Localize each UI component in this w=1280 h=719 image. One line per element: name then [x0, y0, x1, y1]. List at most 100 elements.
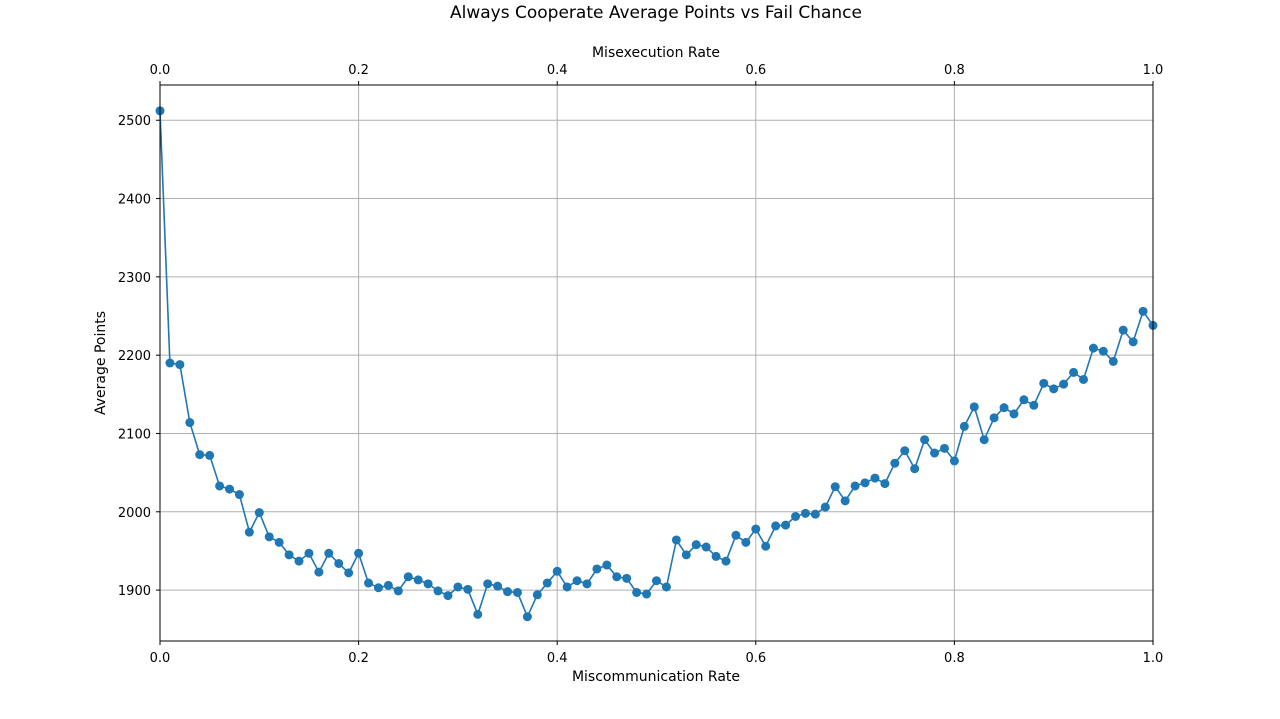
- data-point: [215, 481, 225, 491]
- data-point: [900, 446, 910, 456]
- y-tick-label: 2500: [118, 114, 151, 129]
- x-tick-label: 1.0: [1143, 651, 1164, 666]
- chart-title: Always Cooperate Average Points vs Fail …: [450, 3, 862, 23]
- data-point: [205, 450, 215, 460]
- data-point: [840, 496, 850, 506]
- y-tick-label: 2400: [118, 193, 151, 208]
- data-point: [1098, 346, 1108, 356]
- data-point: [314, 567, 324, 577]
- data-point: [681, 550, 691, 560]
- data-point: [612, 572, 622, 582]
- data-point: [741, 537, 751, 547]
- data-point: [373, 583, 383, 593]
- x-tick-label: 0.6: [745, 651, 766, 666]
- data-point: [274, 537, 284, 547]
- data-point: [284, 550, 294, 560]
- data-point: [920, 435, 930, 445]
- data-point: [532, 590, 542, 600]
- data-point: [433, 586, 443, 596]
- x-tick-label: 0.4: [547, 651, 568, 666]
- top-x-tick-label: 0.6: [745, 63, 766, 78]
- data-point: [979, 435, 989, 445]
- data-point: [820, 502, 830, 512]
- data-point: [890, 458, 900, 468]
- data-point: [493, 581, 503, 591]
- data-point: [1138, 306, 1148, 316]
- data-point: [443, 591, 453, 601]
- data-point: [1118, 325, 1128, 335]
- data-point: [503, 587, 513, 597]
- data-point: [413, 575, 423, 585]
- data-point: [254, 508, 264, 518]
- data-point: [930, 448, 940, 458]
- data-point: [602, 560, 612, 570]
- data-point: [691, 540, 701, 550]
- x-tick-label: 0.8: [944, 651, 965, 666]
- data-point: [1019, 395, 1029, 405]
- data-point: [850, 481, 860, 491]
- data-point: [999, 403, 1009, 413]
- data-point: [1039, 378, 1049, 388]
- y-tick-label: 1900: [118, 584, 151, 599]
- data-point: [781, 520, 791, 530]
- data-point: [195, 450, 205, 460]
- data-point: [423, 579, 433, 589]
- axis-ticks: 0.0 0.0 0.2 0.2 0.4 0.4 0.6 0.6 0.8 0.8 1.0 1.0 1900…: [118, 63, 1163, 666]
- data-point: [324, 548, 334, 558]
- data-point: [225, 484, 235, 494]
- data-point: [1059, 379, 1069, 389]
- data-point: [761, 541, 771, 551]
- data-point: [731, 530, 741, 540]
- data-point: [642, 589, 652, 599]
- data-point: [562, 582, 572, 592]
- data-point: [910, 464, 920, 474]
- data-point: [463, 584, 473, 594]
- data-point: [175, 360, 185, 370]
- data-point: [393, 586, 403, 596]
- data-point: [771, 521, 781, 531]
- plot-area-frame: [159, 84, 1154, 642]
- data-point: [1078, 374, 1088, 384]
- data-point: [1108, 356, 1118, 366]
- data-point: [522, 612, 532, 622]
- data-point: [1088, 343, 1098, 353]
- data-point: [552, 566, 562, 576]
- data-point: [632, 587, 642, 597]
- data-point: [791, 511, 801, 521]
- data-point: [294, 556, 304, 566]
- data-point: [880, 479, 890, 489]
- data-point: [165, 358, 175, 368]
- data-point: [304, 548, 314, 558]
- data-point: [592, 564, 602, 574]
- data-point: [622, 573, 632, 583]
- top-x-tick-label: 0.2: [348, 63, 369, 78]
- data-point: [1069, 367, 1079, 377]
- data-point: [473, 609, 483, 619]
- data-point: [810, 509, 820, 519]
- top-x-tick-label: 1.0: [1143, 63, 1164, 78]
- data-point: [671, 535, 681, 545]
- data-point: [800, 508, 810, 518]
- top-x-tick-label: 0.8: [944, 63, 965, 78]
- data-point: [1049, 384, 1059, 394]
- data-point: [582, 579, 592, 589]
- data-point: [830, 482, 840, 492]
- x-tick-label: 0.0: [150, 651, 171, 666]
- top-x-axis-label: Misexecution Rate: [592, 45, 720, 61]
- y-tick-label: 2000: [118, 506, 151, 521]
- data-point: [751, 524, 761, 534]
- data-point: [939, 443, 949, 453]
- y-axis-label: Average Points: [93, 311, 109, 415]
- x-tick-label: 0.2: [348, 651, 369, 666]
- top-x-tick-label: 0.4: [547, 63, 568, 78]
- data-point: [344, 568, 354, 578]
- data-point: [1029, 400, 1039, 410]
- data-point: [1128, 337, 1138, 347]
- data-point: [959, 421, 969, 431]
- data-point: [701, 542, 711, 552]
- x-axis-label: Miscommunication Rate: [572, 669, 740, 685]
- data-point: [572, 576, 582, 586]
- data-point: [234, 490, 244, 500]
